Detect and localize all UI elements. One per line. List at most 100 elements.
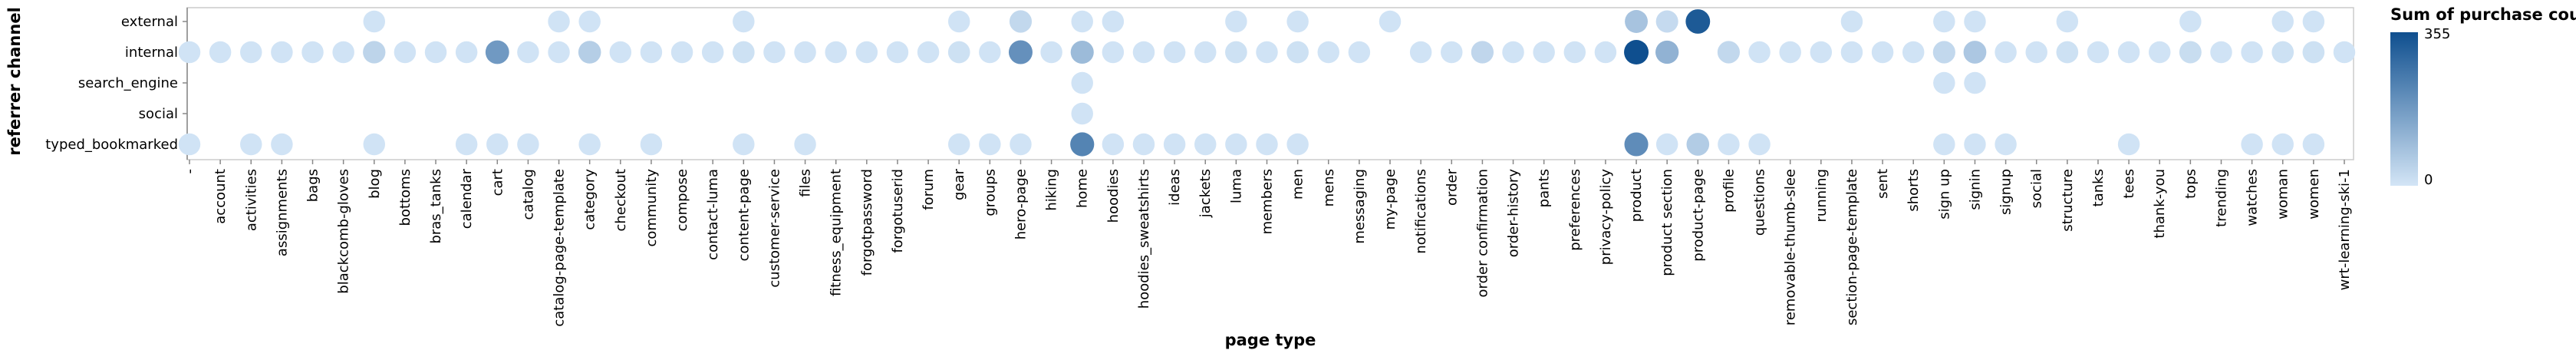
bubble-typed_bookmarked-questions[interactable]: [1748, 133, 1771, 156]
bubble-internal-product-section[interactable]: [1655, 40, 1679, 64]
bubble-external-luma[interactable]: [1225, 10, 1247, 33]
bubble-internal-men[interactable]: [1286, 41, 1309, 64]
bubble-external-hero-page[interactable]: [1009, 10, 1033, 33]
bubble-external-my-page[interactable]: [1379, 10, 1402, 33]
bubble-typed_bookmarked-product-section[interactable]: [1655, 133, 1678, 156]
bubble-internal-signup[interactable]: [1995, 41, 2017, 64]
bubble-typed_bookmarked-product[interactable]: [1624, 132, 1649, 157]
bubble-typed_bookmarked-activities[interactable]: [240, 133, 262, 156]
bubble-internal-members[interactable]: [1256, 41, 1278, 64]
bubble-internal-messaging[interactable]: [1348, 41, 1371, 64]
bubble-typed_bookmarked-product-page[interactable]: [1686, 133, 1710, 156]
bubble-typed_bookmarked-assignments[interactable]: [271, 133, 293, 156]
bubble-external-structure[interactable]: [2056, 10, 2079, 33]
bubble-internal-hoodies[interactable]: [1102, 41, 1125, 64]
bubble-internal-tops[interactable]: [2179, 41, 2202, 64]
bubble-internal-calendar[interactable]: [455, 41, 478, 64]
bubble-internal-privacy-policy[interactable]: [1594, 41, 1617, 64]
bubble-external-blog[interactable]: [363, 10, 386, 33]
bubble-internal-hiking[interactable]: [1040, 41, 1062, 64]
bubble-typed_bookmarked-home[interactable]: [1070, 132, 1095, 157]
bubble-internal-activities[interactable]: [240, 41, 262, 64]
bubble-internal-community[interactable]: [640, 41, 663, 64]
bubble-internal-sign-up[interactable]: [1932, 41, 1955, 64]
bubble-typed_bookmarked-gear[interactable]: [947, 133, 970, 156]
bubble-internal-questions[interactable]: [1748, 41, 1771, 64]
bubble-typed_bookmarked--[interactable]: [178, 133, 201, 156]
bubble-internal-forgotpassword[interactable]: [855, 41, 878, 64]
bubble-typed_bookmarked-hoodies[interactable]: [1102, 133, 1125, 156]
bubble-internal-groups[interactable]: [979, 41, 1001, 64]
bubble-typed_bookmarked-signup[interactable]: [1995, 133, 2017, 156]
bubble-internal-sent[interactable]: [1871, 41, 1894, 64]
bubble-internal-preferences[interactable]: [1563, 41, 1586, 64]
bubble-internal-thank-you[interactable]: [2148, 41, 2171, 64]
bubble-typed_bookmarked-cart[interactable]: [486, 133, 509, 156]
bubble-external-gear[interactable]: [947, 10, 970, 33]
bubble-search_engine-sign-up[interactable]: [1933, 71, 1955, 94]
bubble-internal-notifications[interactable]: [1409, 41, 1432, 64]
bubble-typed_bookmarked-groups[interactable]: [979, 133, 1001, 156]
bubble-internal-order-history[interactable]: [1502, 41, 1524, 64]
bubble-internal-signin[interactable]: [1963, 41, 1987, 64]
bubble-internal-jackets[interactable]: [1194, 41, 1217, 64]
bubble-typed_bookmarked-content-page[interactable]: [733, 133, 755, 156]
bubble-internal-blog[interactable]: [363, 41, 386, 64]
bubble-external-hoodies[interactable]: [1102, 10, 1125, 33]
bubble-typed_bookmarked-calendar[interactable]: [455, 133, 478, 156]
bubble-internal-bras-tanks[interactable]: [424, 41, 447, 64]
bubble-social-home[interactable]: [1071, 102, 1093, 125]
bubble-internal-checkout[interactable]: [609, 41, 632, 64]
bubble-internal-section-page-template[interactable]: [1840, 41, 1863, 64]
bubble-typed_bookmarked-signin[interactable]: [1964, 133, 1986, 156]
bubble-search_engine-signin[interactable]: [1964, 71, 1986, 94]
bubble-internal-profile[interactable]: [1717, 41, 1741, 64]
bubble-internal-assignments[interactable]: [271, 41, 293, 64]
bubble-internal-structure[interactable]: [2056, 41, 2079, 64]
bubble-internal-pants[interactable]: [1533, 41, 1555, 64]
bubble-typed_bookmarked-men[interactable]: [1286, 133, 1309, 156]
bubble-external-woman[interactable]: [2271, 10, 2294, 33]
bubble-internal-gear[interactable]: [947, 41, 970, 64]
bubble-internal-fitness-equipment[interactable]: [825, 41, 847, 64]
bubble-internal-hoodies-sweatshirts[interactable]: [1132, 41, 1155, 64]
bubble-internal-running[interactable]: [1810, 41, 1833, 64]
bubble-typed_bookmarked-profile[interactable]: [1718, 133, 1740, 156]
bubble-typed_bookmarked-community[interactable]: [640, 133, 663, 156]
bubble-internal-product[interactable]: [1624, 40, 1649, 64]
bubble-internal-account[interactable]: [209, 41, 232, 64]
bubble-internal-home[interactable]: [1070, 40, 1094, 64]
bubble-typed_bookmarked-tees[interactable]: [2117, 133, 2140, 156]
bubble-typed_bookmarked-hoodies-sweatshirts[interactable]: [1132, 133, 1155, 156]
bubble-internal-order-confirmation[interactable]: [1471, 41, 1494, 64]
bubble-internal-wrt-learning-ski-1[interactable]: [2333, 41, 2356, 64]
bubble-internal-watches[interactable]: [2241, 41, 2263, 64]
bubble-external-sign-up[interactable]: [1933, 10, 1955, 33]
bubble-internal-tees[interactable]: [2117, 41, 2140, 64]
bubble-typed_bookmarked-jackets[interactable]: [1194, 133, 1217, 156]
bubble-internal-customer-service[interactable]: [763, 41, 786, 64]
bubble-external-product-section[interactable]: [1655, 10, 1678, 33]
bubble-internal--[interactable]: [178, 41, 201, 64]
bubble-external-signin[interactable]: [1964, 10, 1986, 33]
bubble-internal-social[interactable]: [2025, 41, 2047, 64]
bubble-internal-forum[interactable]: [917, 41, 940, 64]
bubble-typed_bookmarked-files[interactable]: [794, 133, 816, 156]
bubble-internal-luma[interactable]: [1225, 41, 1247, 64]
bubble-typed_bookmarked-category[interactable]: [578, 133, 601, 156]
bubble-internal-catalog-page-template[interactable]: [548, 41, 570, 64]
bubble-internal-shorts[interactable]: [1902, 41, 1925, 64]
bubble-internal-compose[interactable]: [670, 41, 693, 64]
bubble-internal-mens[interactable]: [1317, 41, 1339, 64]
bubble-external-home[interactable]: [1071, 10, 1093, 33]
bubble-internal-bags[interactable]: [301, 41, 324, 64]
bubble-internal-bottoms[interactable]: [394, 41, 417, 64]
bubble-external-catalog-page-template[interactable]: [548, 10, 570, 33]
bubble-typed_bookmarked-hero-page[interactable]: [1010, 133, 1032, 156]
bubble-internal-forgotuserid[interactable]: [886, 41, 909, 64]
bubble-typed_bookmarked-catalog[interactable]: [517, 133, 539, 156]
bubble-internal-trending[interactable]: [2210, 41, 2232, 64]
bubble-typed_bookmarked-women[interactable]: [2302, 133, 2325, 156]
bubble-internal-blackcomb-gloves[interactable]: [332, 41, 354, 64]
bubble-internal-contact-luma[interactable]: [701, 41, 724, 64]
